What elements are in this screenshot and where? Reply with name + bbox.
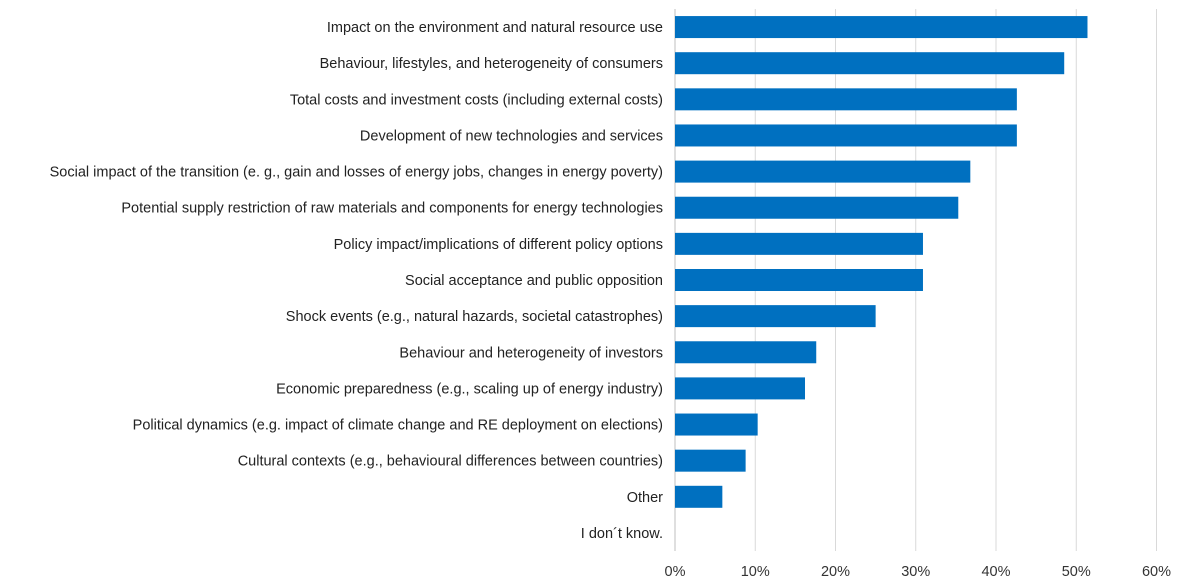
bar <box>675 196 959 219</box>
category-label: Political dynamics (e.g. impact of clima… <box>133 418 663 434</box>
bar <box>675 377 806 400</box>
category-label: Development of new technologies and serv… <box>360 128 663 144</box>
x-tick-label: 60% <box>1142 564 1171 580</box>
bar <box>675 232 923 255</box>
x-tick-label: 50% <box>1062 564 1091 580</box>
category-label: Impact on the environment and natural re… <box>327 20 663 36</box>
bar <box>675 449 746 472</box>
category-label: Social impact of the transition (e. g., … <box>50 165 663 181</box>
bar <box>675 269 923 291</box>
bar <box>675 88 1017 111</box>
bar <box>675 52 1065 75</box>
bar <box>675 124 1017 147</box>
bar <box>675 305 876 328</box>
category-label: Cultural contexts (e.g., behavioural dif… <box>238 454 663 470</box>
category-label: Behaviour, lifestyles, and heterogeneity… <box>320 56 663 72</box>
x-tick-label: 40% <box>981 564 1010 580</box>
x-tick-label: 0% <box>665 564 686 580</box>
category-label: Behaviour and heterogeneity of investors <box>399 345 663 361</box>
category-label: Policy impact/implications of different … <box>334 237 663 253</box>
x-tick-label: 20% <box>821 564 850 580</box>
category-label: Social acceptance and public opposition <box>405 273 663 289</box>
category-label: Total costs and investment costs (includ… <box>290 92 663 108</box>
bar <box>675 341 817 364</box>
category-label: Potential supply restriction of raw mate… <box>121 201 663 217</box>
category-label: Economic preparedness (e.g., scaling up … <box>276 381 663 397</box>
bar <box>675 413 758 436</box>
x-tick-label: 30% <box>901 564 930 580</box>
x-tick-label: 10% <box>741 564 770 580</box>
bar <box>675 16 1088 39</box>
bar <box>675 160 971 183</box>
category-label: Shock events (e.g., natural hazards, soc… <box>286 309 663 325</box>
bar <box>675 485 723 508</box>
category-label: I don´t know. <box>581 526 663 542</box>
category-label: Other <box>627 490 663 506</box>
